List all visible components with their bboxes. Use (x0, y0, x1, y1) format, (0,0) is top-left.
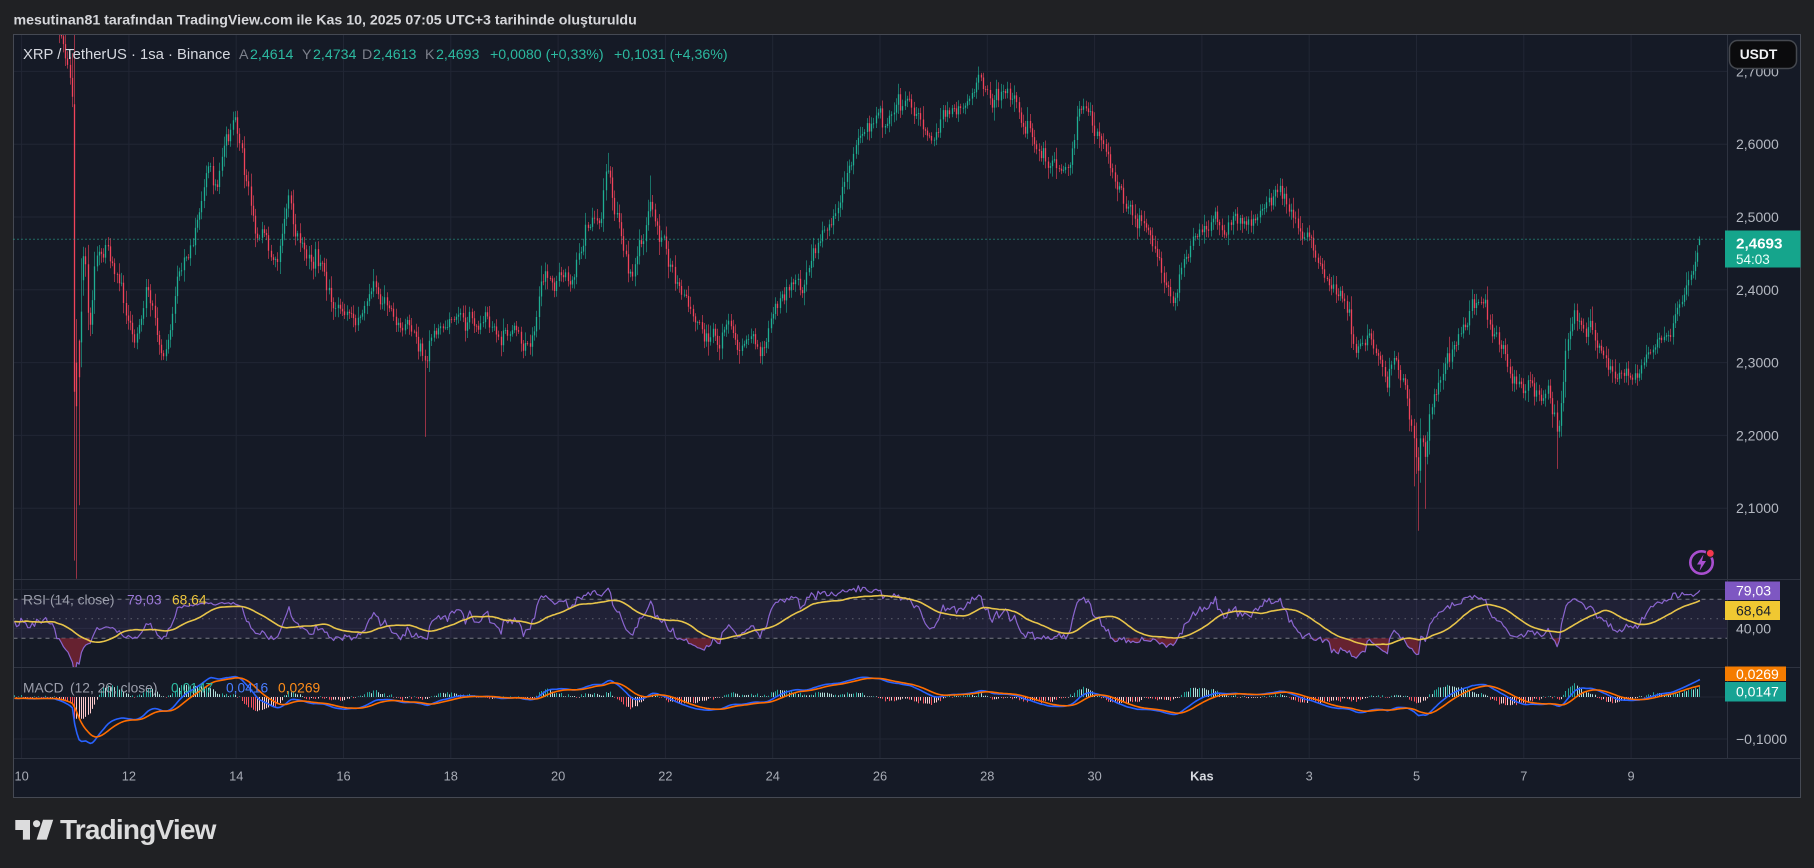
svg-text:79,03: 79,03 (1736, 583, 1771, 599)
svg-text:mesutinan81 tarafından Trading: mesutinan81 tarafından TradingView.com i… (14, 13, 637, 29)
svg-text:−0,1000: −0,1000 (1736, 731, 1787, 747)
svg-text:3: 3 (1306, 769, 1313, 784)
svg-text:2,4614: 2,4614 (250, 47, 294, 63)
svg-text:14: 14 (229, 769, 243, 784)
svg-text:Y: Y (302, 47, 312, 63)
svg-text:20: 20 (551, 769, 565, 784)
svg-text:2,4613: 2,4613 (373, 47, 417, 63)
svg-text:2,1000: 2,1000 (1736, 500, 1779, 516)
svg-text:68,64: 68,64 (172, 593, 207, 608)
svg-text:28: 28 (980, 769, 994, 784)
svg-text:30: 30 (1087, 769, 1101, 784)
svg-text:68,64: 68,64 (1736, 603, 1771, 619)
svg-text:10: 10 (14, 769, 28, 784)
svg-text:XRP / TetherUS · 1sa · Binance: XRP / TetherUS · 1sa · Binance (23, 47, 231, 63)
svg-text:2,5000: 2,5000 (1736, 209, 1779, 225)
svg-text:2,4693: 2,4693 (1736, 236, 1782, 253)
svg-text:22: 22 (658, 769, 672, 784)
svg-text:2,3000: 2,3000 (1736, 355, 1779, 371)
svg-text:+0,1031 (+4,36%): +0,1031 (+4,36%) (614, 47, 728, 63)
svg-text:54:03: 54:03 (1736, 252, 1770, 267)
svg-text:79,03: 79,03 (127, 593, 162, 608)
svg-text:2,4693: 2,4693 (436, 47, 480, 63)
svg-text:Kas: Kas (1190, 769, 1213, 784)
svg-text:+0,0080 (+0,33%): +0,0080 (+0,33%) (490, 47, 604, 63)
svg-text:A: A (239, 47, 249, 63)
svg-text:26: 26 (873, 769, 887, 784)
svg-text:16: 16 (336, 769, 350, 784)
svg-text:2,6000: 2,6000 (1736, 136, 1779, 152)
svg-text:9: 9 (1628, 769, 1635, 784)
svg-text:USDT: USDT (1740, 47, 1778, 62)
svg-text:2,4000: 2,4000 (1736, 282, 1779, 298)
svg-text:2,4734: 2,4734 (313, 47, 357, 63)
svg-text:24: 24 (766, 769, 780, 784)
svg-text:7: 7 (1520, 769, 1527, 784)
svg-text:D: D (362, 47, 372, 63)
svg-text:RSI: RSI (23, 593, 46, 608)
svg-text:K: K (425, 47, 435, 63)
svg-text:0,0147: 0,0147 (1736, 684, 1779, 700)
svg-text:0,0416: 0,0416 (226, 681, 269, 696)
svg-text:12: 12 (122, 769, 136, 784)
svg-text:40,00: 40,00 (1736, 620, 1771, 636)
svg-text:18: 18 (444, 769, 458, 784)
svg-text:2,2000: 2,2000 (1736, 427, 1779, 443)
svg-text:(14, close): (14, close) (50, 593, 114, 608)
svg-text:TradingView: TradingView (60, 814, 217, 845)
svg-text:0,0147: 0,0147 (171, 681, 213, 696)
svg-text:(12, 26, close): (12, 26, close) (70, 681, 157, 696)
svg-text:0,0269: 0,0269 (278, 681, 321, 696)
svg-text:5: 5 (1413, 769, 1420, 784)
svg-text:MACD: MACD (23, 681, 64, 696)
svg-text:0,0269: 0,0269 (1736, 666, 1779, 682)
